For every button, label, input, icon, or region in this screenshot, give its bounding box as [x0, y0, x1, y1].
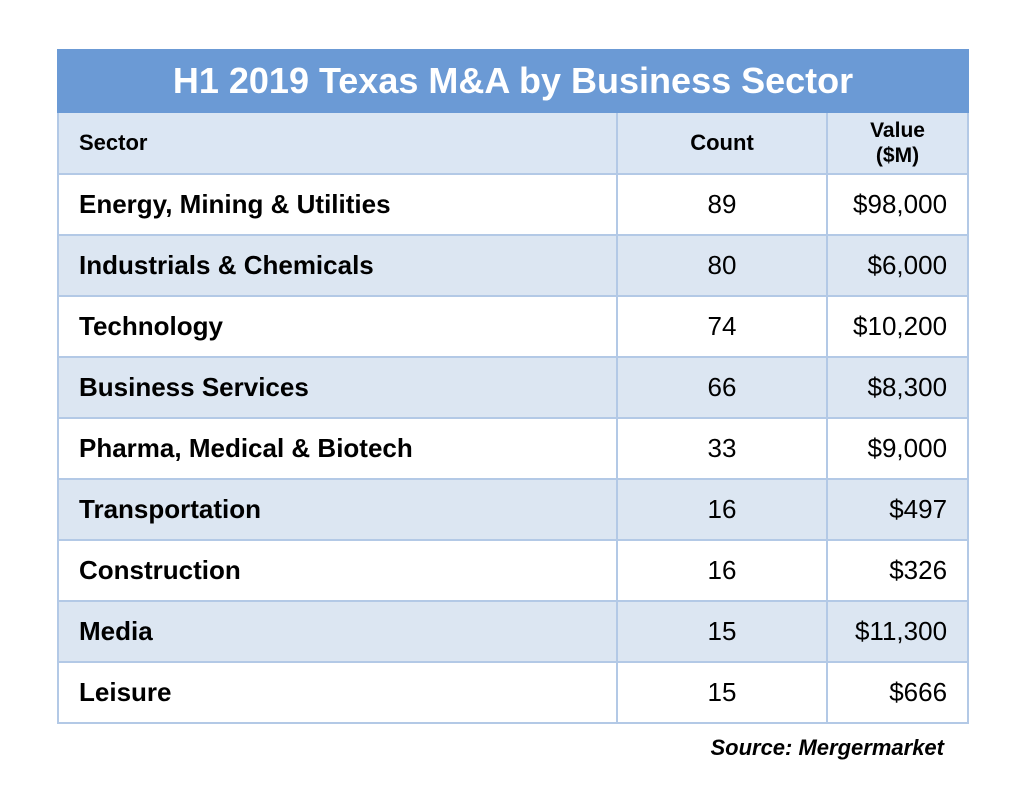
source-note: Source: Mergermarket: [710, 735, 944, 760]
table-body: Energy, Mining & Utilities 89 $98,000 Indus…: [57, 173, 970, 724]
table-row: Leisure 15 $666: [57, 661, 970, 724]
cell-sector: Transportation: [57, 478, 618, 541]
table-row: Business Services 66 $8,300: [57, 356, 970, 419]
cell-value: $497: [825, 478, 970, 541]
cell-value: $8,300: [825, 356, 970, 419]
cell-sector: Energy, Mining & Utilities: [57, 173, 618, 236]
cell-value: $9,000: [825, 417, 970, 480]
table-row: Construction 16 $326: [57, 539, 970, 602]
cell-sector: Industrials & Chemicals: [57, 234, 618, 297]
cell-value: $6,000: [825, 234, 970, 297]
table-row: Energy, Mining & Utilities 89 $98,000: [57, 173, 970, 236]
table-header-row: Sector Count Value ($M): [57, 111, 970, 175]
column-header-sector: Sector: [57, 111, 618, 175]
cell-sector: Pharma, Medical & Biotech: [57, 417, 618, 480]
cell-value: $98,000: [825, 173, 970, 236]
cell-count: 66: [616, 356, 828, 419]
cell-value: $326: [825, 539, 970, 602]
cell-sector: Construction: [57, 539, 618, 602]
table-row: Pharma, Medical & Biotech 33 $9,000: [57, 417, 970, 480]
table-row: Transportation 16 $497: [57, 478, 970, 541]
cell-count: 89: [616, 173, 828, 236]
table-title: H1 2019 Texas M&A by Business Sector: [56, 49, 970, 113]
cell-value: $10,200: [825, 295, 970, 358]
column-header-value-line1: Value: [870, 119, 925, 142]
sector-table: H1 2019 Texas M&A by Business Sector Sec…: [56, 49, 970, 724]
column-header-value: Value ($M): [825, 111, 970, 175]
cell-count: 16: [616, 478, 828, 541]
cell-sector: Media: [57, 600, 618, 663]
column-header-value-line2: ($M): [875, 144, 920, 167]
cell-value: $11,300: [825, 600, 970, 663]
cell-count: 33: [616, 417, 828, 480]
cell-count: 74: [616, 295, 828, 358]
cell-sector: Technology: [57, 295, 618, 358]
cell-count: 16: [616, 539, 828, 602]
cell-value: $666: [825, 661, 970, 724]
cell-count: 15: [616, 661, 828, 724]
cell-count: 15: [616, 600, 828, 663]
table-row: Industrials & Chemicals 80 $6,000: [57, 234, 970, 297]
table-container: H1 2019 Texas M&A by Business Sector Sec…: [56, 49, 970, 724]
table-row: Media 15 $11,300: [57, 600, 970, 663]
cell-count: 80: [616, 234, 828, 297]
column-header-count: Count: [616, 111, 828, 175]
cell-sector: Business Services: [57, 356, 618, 419]
cell-sector: Leisure: [57, 661, 618, 724]
table-row: Technology 74 $10,200: [57, 295, 970, 358]
